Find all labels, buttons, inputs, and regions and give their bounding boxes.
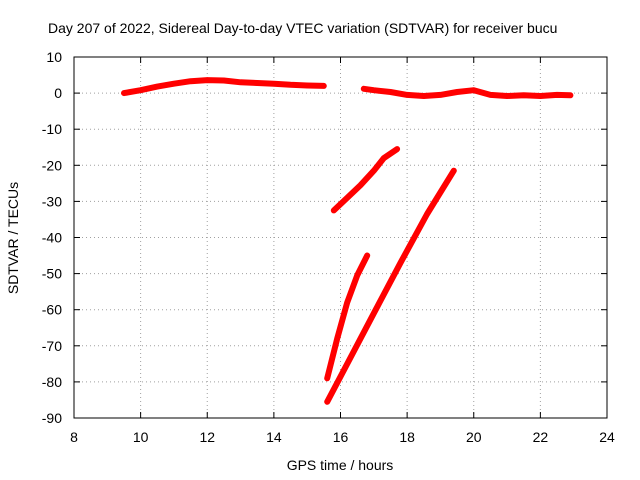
x-tick-label: 16: [333, 429, 349, 445]
y-axis-title: SDTVAR / TECUs: [5, 182, 21, 294]
y-tick-label: -10: [42, 121, 62, 137]
y-tick-label: -60: [42, 302, 62, 318]
x-tick-label: 20: [466, 429, 482, 445]
series-line-3: [330, 146, 401, 214]
x-tick-label: 12: [199, 429, 215, 445]
y-tick-label: -80: [42, 374, 62, 390]
y-tick-label: -30: [42, 193, 62, 209]
y-tick-label: -40: [42, 230, 62, 246]
x-axis-title: GPS time / hours: [287, 457, 394, 473]
y-tick-label: 0: [54, 85, 62, 101]
x-tick-label: 10: [133, 429, 149, 445]
grid-lines: [74, 57, 607, 418]
x-tick-label: 22: [533, 429, 549, 445]
series-line-5: [324, 167, 457, 405]
x-tick-label: 24: [599, 429, 615, 445]
chart-title: Day 207 of 2022, Sidereal Day-to-day VTE…: [48, 20, 557, 36]
y-tick-label: -90: [42, 410, 62, 426]
x-tick-label: 8: [70, 429, 78, 445]
y-tick-label: -70: [42, 338, 62, 354]
y-tick-label: -20: [42, 157, 62, 173]
axis-ticks: 8 10 12 14 16 18 20 22 24 10 0 -10 -20 -30 -40 -50 -60 -7…: [42, 49, 615, 445]
series-line-1: [121, 77, 327, 97]
y-tick-label: 10: [46, 49, 62, 65]
series-line-2: [360, 85, 574, 99]
data-series: [121, 77, 574, 405]
x-tick-label: 18: [399, 429, 415, 445]
y-tick-label: -50: [42, 266, 62, 282]
x-tick-label: 14: [266, 429, 282, 445]
series-line-4: [324, 252, 371, 382]
